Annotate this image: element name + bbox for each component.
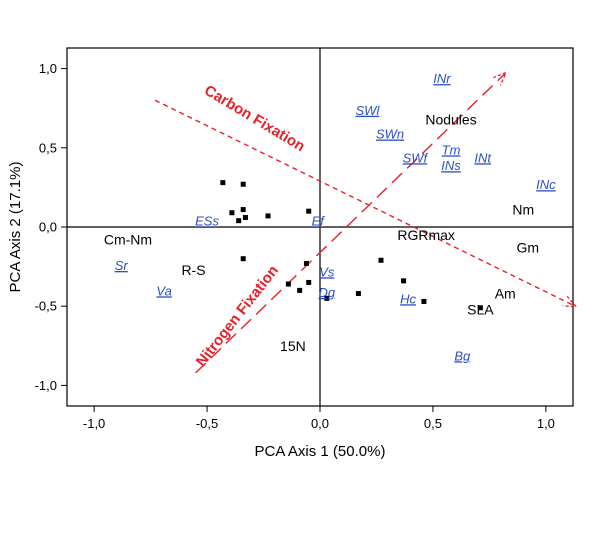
y-tick-label: 0,5 — [39, 140, 57, 155]
sample-point — [240, 256, 246, 262]
sample-point — [421, 298, 427, 304]
variable-label-gm: Gm — [517, 240, 540, 256]
sample-point — [355, 291, 361, 297]
sample-point — [236, 218, 242, 224]
variable-label-hc: Hc — [400, 291, 416, 306]
sample-point — [265, 213, 271, 219]
sample-point — [306, 279, 312, 285]
x-tick-label: 0,5 — [424, 416, 442, 431]
sample-point — [303, 260, 309, 266]
sample-point — [477, 305, 483, 311]
variable-label-sr: Sr — [115, 258, 129, 273]
y-tick-label: 1,0 — [39, 61, 57, 76]
variable-label-swl: SWl — [356, 103, 381, 118]
x-tick-label: -0,5 — [196, 416, 218, 431]
variable-label-nm: Nm — [512, 202, 534, 218]
sample-point — [240, 181, 246, 187]
x-tick-label: 1,0 — [537, 416, 555, 431]
sample-point — [240, 207, 246, 213]
variable-label-cm-nm: Cm-Nm — [104, 232, 152, 248]
y-tick-label: -1,0 — [35, 378, 57, 393]
variable-label-ins: INs — [441, 158, 461, 173]
sample-point — [324, 295, 330, 301]
sample-point — [242, 214, 248, 220]
sample-point — [220, 180, 226, 186]
sample-point — [378, 257, 384, 263]
variable-label-swn: SWn — [376, 127, 404, 142]
variable-label-swf: SWf — [403, 150, 429, 165]
sample-point — [297, 287, 303, 293]
y-tick-label: 0,0 — [39, 220, 57, 235]
variable-label-am: Am — [495, 286, 516, 302]
variable-label-va: Va — [156, 283, 171, 298]
carbon-fixation-arrow — [154, 99, 575, 306]
variable-label-ess: ESs — [195, 214, 219, 229]
variable-label-15n: 15N — [280, 338, 306, 354]
variable-label-vs: Vs — [319, 264, 335, 279]
variable-label-rgrmax: RGRmax — [397, 227, 455, 243]
variable-label-inr: INr — [433, 71, 451, 86]
sample-point — [401, 278, 407, 284]
annotation-carbon-fixation: Carbon Fixation — [201, 82, 308, 155]
annotation-nitrogen-fixation: Nitrogen Fixation — [193, 262, 282, 370]
variable-label-ef: Ef — [312, 214, 326, 229]
variable-label-tm: Tm — [442, 142, 461, 157]
variable-label-inc: INc — [536, 177, 556, 192]
sample-point — [306, 208, 312, 214]
x-axis-title: PCA Axis 1 (50.0%) — [255, 443, 386, 460]
variable-label-dg: Dg — [318, 285, 335, 300]
x-tick-label: -1,0 — [83, 416, 105, 431]
variable-label-r-s: R-S — [181, 262, 205, 278]
sample-point — [285, 281, 291, 287]
nitrogen-fixation-arrow — [195, 73, 505, 374]
variable-label-bg: Bg — [454, 348, 471, 363]
variable-label-sla: SLA — [467, 301, 494, 317]
variable-label-int: INt — [474, 150, 492, 165]
variable-label-nodules: Nodules — [425, 111, 476, 127]
x-tick-label: 0,0 — [311, 416, 329, 431]
y-axis-title: PCA Axis 2 (17.1%) — [7, 162, 24, 293]
y-tick-label: -0,5 — [35, 299, 57, 314]
sample-point — [229, 210, 235, 216]
